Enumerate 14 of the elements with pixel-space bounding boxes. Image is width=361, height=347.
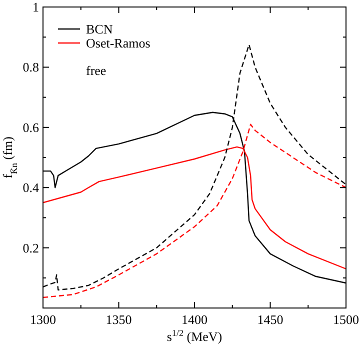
y-tick-label: 0.2 [22, 240, 39, 256]
legend-label: BCN [86, 22, 114, 36]
x-tick-label: 1450 [257, 312, 284, 327]
annotation: free [86, 63, 106, 78]
y-tick-label: 0.6 [22, 120, 40, 135]
x-axis-title: s$^{1/2}$ (MeV) [166, 328, 222, 344]
y-tick-label: 1 [32, 0, 39, 14]
x-tick-label: 1300 [30, 312, 56, 327]
x-tick-label: 1400 [182, 312, 208, 327]
y-tick-label: 0.8 [22, 60, 39, 75]
legend-label: Oset-Ramos [86, 36, 150, 50]
x-tick-label: 1350 [106, 312, 132, 327]
y-tick-label: 0.4 [22, 180, 40, 196]
x-tick-label: 1500 [333, 312, 359, 327]
